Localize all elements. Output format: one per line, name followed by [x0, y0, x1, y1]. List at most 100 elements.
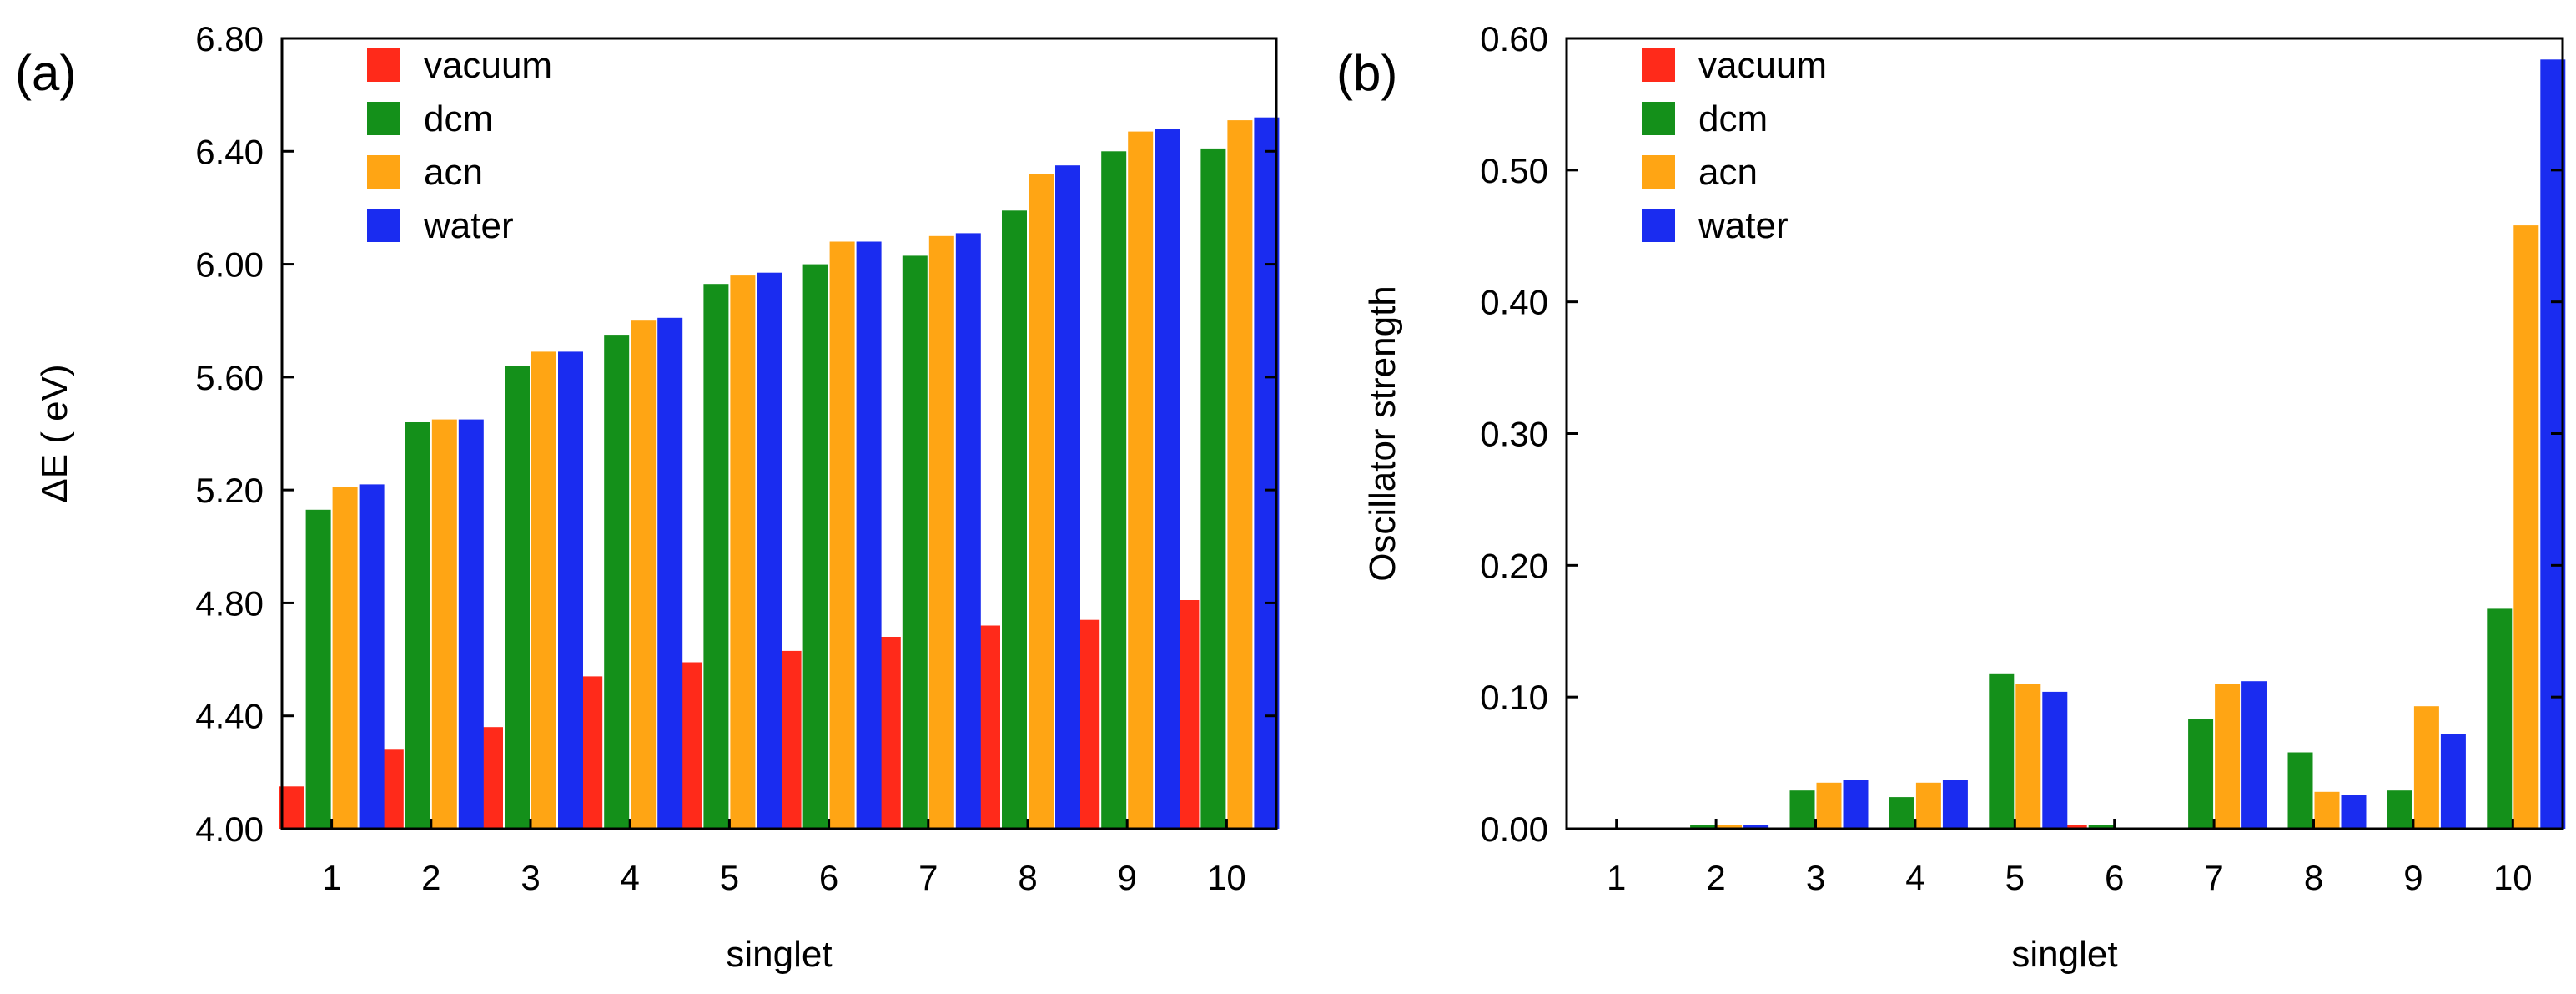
x-tick-label: 3: [1806, 858, 1825, 897]
bar-water-10: [1254, 117, 1280, 829]
x-tick-label: 4: [1905, 858, 1924, 897]
y-tick-label: 5.20: [195, 471, 264, 510]
x-tick-label: 2: [1706, 858, 1725, 897]
x-tick-label: 8: [1018, 858, 1037, 897]
y-tick-label: 6.40: [195, 132, 264, 171]
y-tick-label: 4.40: [195, 697, 264, 736]
y-tick-label: 6.80: [195, 19, 264, 58]
bar-dcm-6: [802, 264, 828, 830]
x-tick-label: 10: [2493, 858, 2533, 897]
bar-water-6: [856, 241, 882, 829]
bar-acn-1: [332, 487, 358, 829]
bar-water-2: [458, 419, 484, 829]
bar-acn-4: [631, 320, 657, 829]
bar-acn-2: [1717, 825, 1743, 829]
bar-dcm-10: [1200, 148, 1226, 829]
legend-label-acn: acn: [424, 152, 483, 193]
x-tick-label: 9: [2403, 858, 2423, 897]
panel-label-a: (a): [15, 45, 76, 101]
y-tick-label: 0.10: [1480, 678, 1548, 717]
bar-dcm-8: [1002, 210, 1027, 830]
x-tick-label: 1: [322, 858, 341, 897]
plot-frame: [280, 37, 1278, 830]
bar-acn-6: [829, 241, 855, 829]
y-tick-label: 0.40: [1480, 283, 1548, 322]
bar-water-3: [558, 351, 583, 829]
chart-panel-a: (a) 4.00 4.40 4.80 5.20 5.60 6.00 6.40 6.80 1 2 3 4 5…: [15, 19, 1280, 975]
legend-swatch-water: [367, 209, 400, 242]
bar-acn-9: [2413, 706, 2439, 829]
y-tick-label: 6.00: [195, 245, 264, 285]
legend-swatch-dcm: [1642, 102, 1675, 135]
bar-dcm-2: [1690, 825, 1716, 829]
chart-panel-b: (b) 0.00 0.10 0.20 0.30 0.40 0.50 0.60 1 2 3 4 5 6 7 8 9…: [1336, 19, 2566, 975]
bar-acn-8: [1029, 174, 1054, 830]
bar-vacuum-6: [2061, 825, 2087, 829]
bar-acn-4: [1915, 782, 1941, 829]
bar-water-2: [1743, 825, 1769, 829]
bar-water-4: [657, 317, 683, 829]
y-tick-label: 0.30: [1480, 415, 1548, 454]
legend-swatch-vacuum: [367, 48, 400, 82]
bar-dcm-2: [405, 422, 430, 829]
bar-dcm-4: [1889, 797, 1914, 829]
bar-water-1: [359, 484, 385, 829]
x-tick-label: 5: [720, 858, 739, 897]
bar-dcm-8: [2287, 752, 2313, 829]
bar-dcm-7: [902, 255, 928, 829]
bar-water-9: [1155, 129, 1180, 829]
legend-label-vacuum: vacuum: [1698, 45, 1827, 86]
bar-vacuum-1: [279, 786, 304, 829]
x-axis-label: singlet: [726, 934, 832, 975]
x-tick-label: 2: [421, 858, 440, 897]
bar-acn-5: [730, 275, 756, 830]
bar-dcm-10: [2487, 608, 2513, 829]
legend-swatch-acn: [1642, 155, 1675, 189]
x-tick-label: 3: [521, 858, 540, 897]
bar-dcm-5: [1989, 673, 2015, 829]
bar-acn-8: [2314, 791, 2340, 829]
y-tick-label: 0.50: [1480, 151, 1548, 190]
legend-label-acn: acn: [1698, 152, 1758, 193]
bar-acn-9: [1128, 131, 1154, 830]
bar-acn-5: [2015, 684, 2041, 829]
x-tick-label: 4: [621, 858, 640, 897]
bar-water-3: [1843, 780, 1869, 829]
y-axis-label: Oscillator strength: [1362, 285, 1403, 582]
legend-swatch-acn: [367, 155, 400, 189]
x-tick-label: 7: [2204, 858, 2223, 897]
bar-dcm-3: [1789, 790, 1815, 829]
bar-water-9: [2440, 734, 2466, 829]
bar-dcm-4: [604, 335, 630, 830]
x-tick-label: 6: [2105, 858, 2124, 897]
bar-water-8: [1055, 165, 1080, 829]
y-axis-label: ΔE ( eV): [34, 364, 75, 502]
legend-label-dcm: dcm: [424, 98, 493, 139]
bar-dcm-5: [703, 284, 729, 829]
bar-acn-10: [1227, 120, 1253, 830]
legend-label-vacuum: vacuum: [424, 45, 552, 86]
y-tick-label: 0.60: [1480, 19, 1548, 58]
y-tick-label: 0.00: [1480, 810, 1548, 849]
bar-water-7: [2241, 681, 2267, 829]
x-tick-label: 6: [819, 858, 838, 897]
y-tick-label: 5.60: [195, 358, 264, 397]
x-tick-label: 9: [1118, 858, 1137, 897]
panel-label-b: (b): [1336, 45, 1397, 101]
bar-acn-10: [2513, 225, 2539, 830]
x-axis-label: singlet: [2011, 934, 2117, 975]
bar-water-8: [2341, 795, 2367, 829]
bar-dcm-6: [2088, 825, 2114, 829]
y-tick-label: 4.00: [195, 810, 264, 849]
x-tick-label: 8: [2304, 858, 2323, 897]
bar-acn-7: [928, 235, 954, 829]
bar-water-5: [2042, 691, 2068, 829]
legend-label-water: water: [423, 205, 514, 246]
bar-acn-3: [531, 351, 556, 829]
x-tick-label: 1: [1607, 858, 1626, 897]
x-tick-label: 7: [918, 858, 938, 897]
y-tick-label: 0.20: [1480, 546, 1548, 585]
bar-dcm-9: [2387, 790, 2412, 829]
bar-dcm-7: [2188, 719, 2214, 829]
x-tick-label: 5: [2005, 858, 2025, 897]
